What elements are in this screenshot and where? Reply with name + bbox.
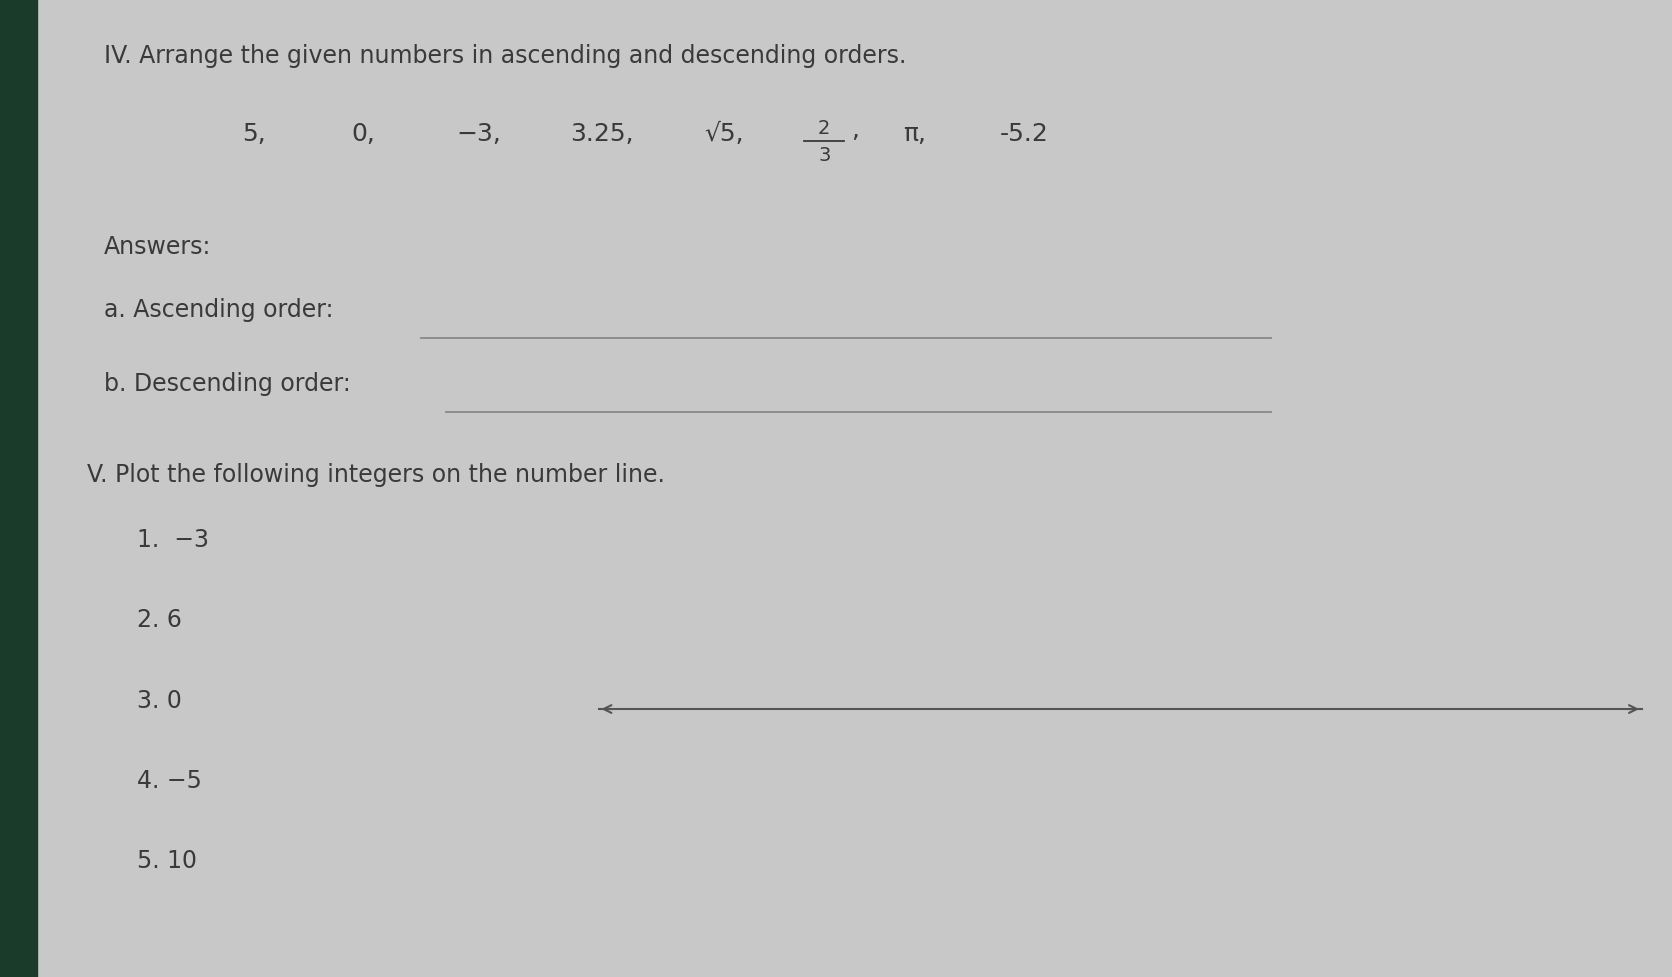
Text: 3. 0: 3. 0 [137, 688, 182, 712]
Text: 2. 6: 2. 6 [137, 608, 182, 632]
Text: b. Descending order:: b. Descending order: [104, 371, 351, 396]
Text: -5.2: -5.2 [1000, 122, 1048, 147]
Text: 0,: 0, [351, 122, 375, 147]
Text: Answers:: Answers: [104, 234, 211, 259]
Text: 2: 2 [818, 119, 831, 138]
Text: a. Ascending order:: a. Ascending order: [104, 298, 333, 322]
Text: 1.  −3: 1. −3 [137, 528, 209, 552]
Text: 4. −5: 4. −5 [137, 768, 202, 792]
Text: ,: , [851, 118, 859, 143]
Text: √5,: √5, [704, 122, 744, 147]
Text: 5. 10: 5. 10 [137, 848, 197, 872]
Text: 3.25,: 3.25, [570, 122, 634, 147]
Text: IV. Arrange the given numbers in ascending and descending orders.: IV. Arrange the given numbers in ascendi… [104, 44, 906, 68]
Text: π,: π, [903, 122, 926, 147]
Text: 5,: 5, [242, 122, 266, 147]
Text: V. Plot the following integers on the number line.: V. Plot the following integers on the nu… [87, 462, 665, 487]
Text: −3,: −3, [456, 122, 502, 147]
Bar [0, 0, 37, 977]
Text: 3: 3 [818, 146, 831, 164]
